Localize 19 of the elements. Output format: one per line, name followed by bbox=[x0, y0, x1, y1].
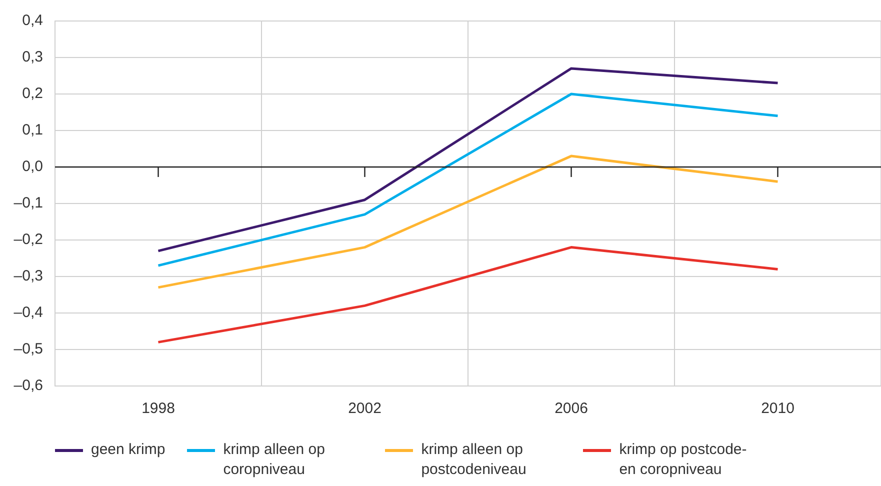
y-tick-label: 0,3 bbox=[22, 48, 43, 66]
y-tick-label: 0,1 bbox=[22, 122, 43, 139]
legend-label: krimp op postcode- en coropniveau bbox=[619, 440, 748, 480]
y-tick-label: –0,4 bbox=[14, 304, 43, 322]
legend-label: geen krimp bbox=[91, 440, 166, 460]
x-tick-label: 2002 bbox=[348, 400, 382, 418]
y-tick-label: –0,3 bbox=[14, 268, 43, 285]
legend-label: krimp alleen op postcodeniveau bbox=[421, 440, 528, 480]
y-tick-label: 0,2 bbox=[22, 85, 43, 102]
y-tick-label: 0,0 bbox=[22, 158, 43, 176]
y-tick-label: –0,6 bbox=[14, 377, 43, 394]
y-tick-label: 0,4 bbox=[22, 12, 43, 30]
y-tick-label: –0,1 bbox=[14, 194, 43, 212]
y-tick-label: –0,5 bbox=[14, 340, 43, 358]
legend-label: krimp alleen op coropniveau bbox=[223, 440, 326, 480]
y-tick-label: –0,2 bbox=[14, 231, 43, 248]
x-tick-label: 1998 bbox=[142, 400, 175, 418]
x-tick-label: 2006 bbox=[554, 400, 588, 418]
x-tick-label: 2010 bbox=[761, 400, 794, 418]
